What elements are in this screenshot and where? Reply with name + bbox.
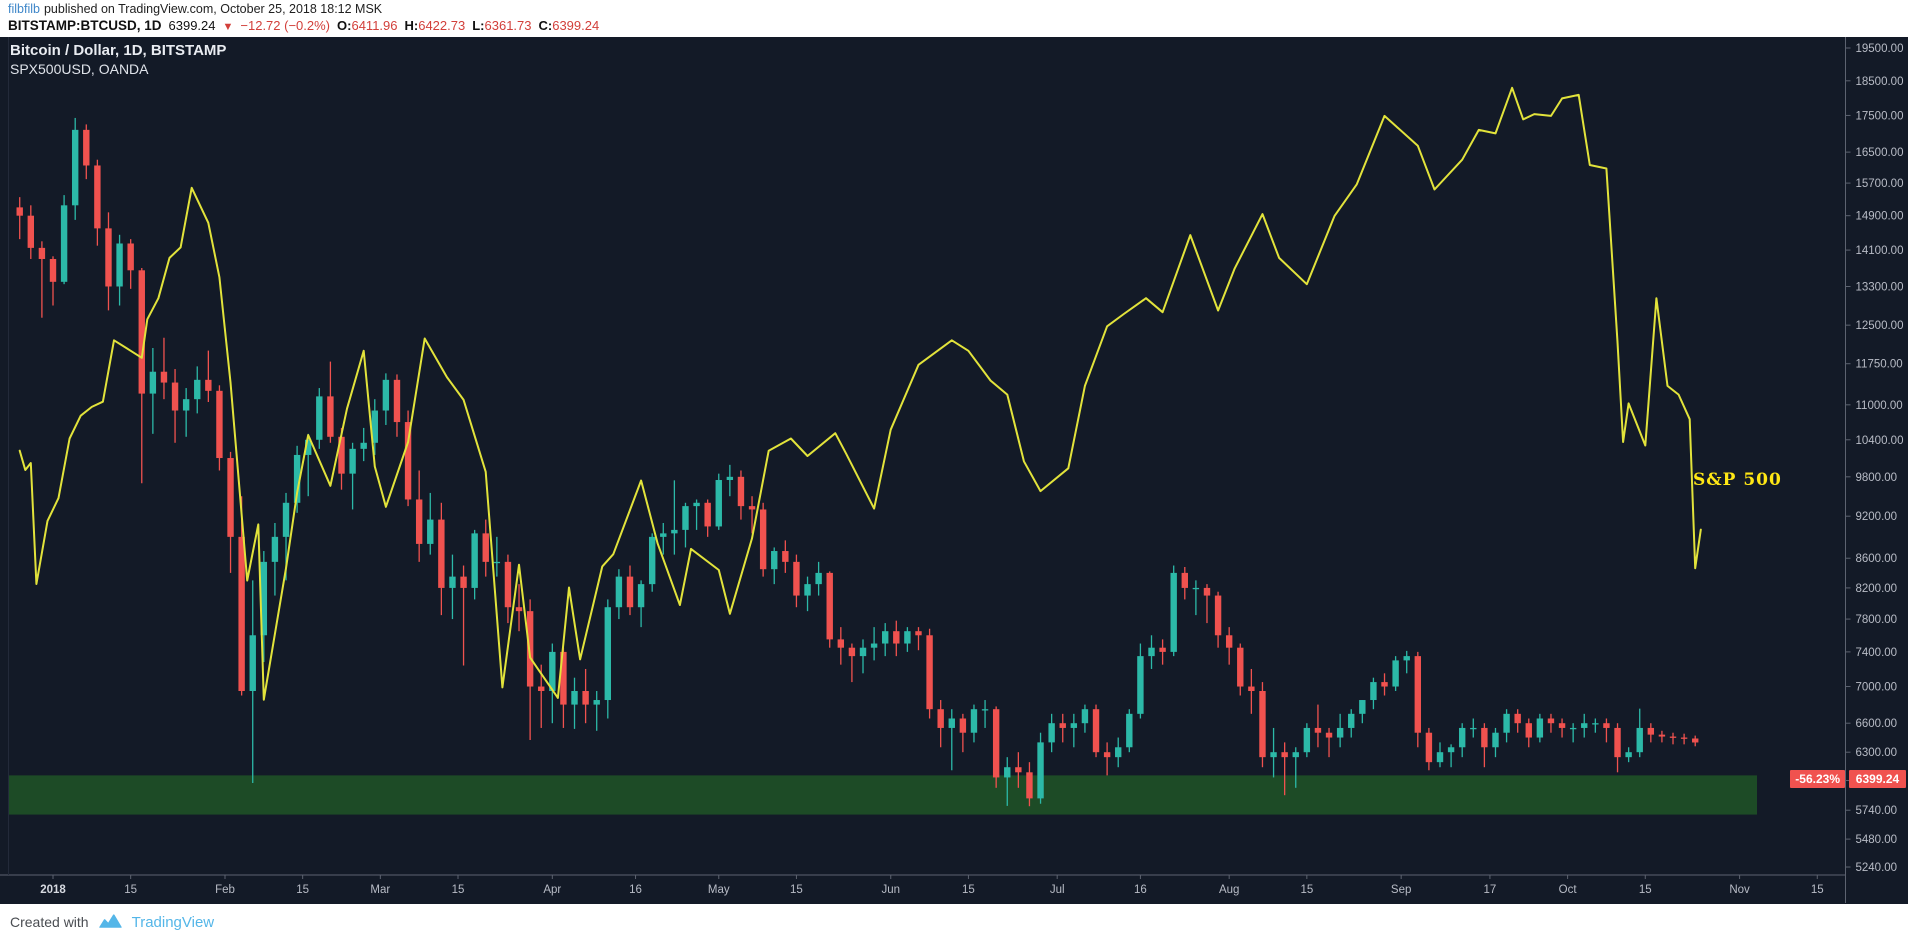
last-price-badge: 6399.24 <box>1849 770 1906 789</box>
svg-text:Apr: Apr <box>543 884 561 896</box>
svg-text:16: 16 <box>629 884 642 896</box>
publish-header: filbfilb published on TradingView.com, Oc… <box>0 0 1908 37</box>
svg-text:14100.00: 14100.00 <box>1856 245 1904 257</box>
svg-text:15: 15 <box>124 884 137 896</box>
svg-text:5480.00: 5480.00 <box>1856 834 1898 846</box>
svg-text:5740.00: 5740.00 <box>1856 805 1898 817</box>
chart-legend: Bitcoin / Dollar, 1D, BITSTAMP SPX500USD… <box>10 41 226 79</box>
svg-text:6600.00: 6600.00 <box>1856 718 1898 730</box>
svg-text:Aug: Aug <box>1219 884 1239 896</box>
svg-text:2018: 2018 <box>40 884 66 896</box>
published-text: published on TradingView.com, October 25… <box>43 2 383 16</box>
svg-text:8600.00: 8600.00 <box>1856 553 1898 565</box>
svg-text:9200.00: 9200.00 <box>1856 511 1898 523</box>
low-value: L:6361.73 <box>472 18 532 33</box>
close-value: C:6399.24 <box>538 18 600 33</box>
high-value: H:6422.73 <box>404 18 466 33</box>
svg-text:11000.00: 11000.00 <box>1856 400 1903 412</box>
svg-text:19500.00: 19500.00 <box>1856 43 1904 55</box>
triangle-down-icon: ▼ <box>222 21 234 33</box>
author-link[interactable]: filbfilb <box>8 2 40 16</box>
tradingview-logo-icon[interactable] <box>98 912 123 932</box>
svg-text:7800.00: 7800.00 <box>1856 614 1898 626</box>
svg-text:May: May <box>708 884 730 896</box>
svg-text:15700.00: 15700.00 <box>1856 178 1904 190</box>
svg-text:5240.00: 5240.00 <box>1856 862 1898 874</box>
svg-text:8200.00: 8200.00 <box>1856 583 1898 595</box>
svg-text:6300.00: 6300.00 <box>1856 747 1898 759</box>
series-title-btc[interactable]: Bitcoin / Dollar, 1D, BITSTAMP <box>10 42 227 59</box>
high-label: H: <box>404 18 419 33</box>
close-label: C: <box>538 18 553 33</box>
svg-text:14900.00: 14900.00 <box>1856 211 1904 223</box>
series-title-sp500[interactable]: SPX500USD, OANDA <box>10 61 149 77</box>
svg-text:Oct: Oct <box>1559 884 1578 896</box>
svg-text:17: 17 <box>1484 884 1497 896</box>
price-change: −12.72 (−0.2%) <box>240 18 331 33</box>
svg-text:7000.00: 7000.00 <box>1856 682 1898 694</box>
svg-text:13300.00: 13300.00 <box>1856 281 1904 293</box>
svg-text:15: 15 <box>296 884 309 896</box>
sp500-annotation: S&P 500 <box>1693 470 1782 490</box>
svg-text:15: 15 <box>1300 884 1313 896</box>
footer: Created with TradingView <box>0 904 1908 940</box>
tradingview-brand-link[interactable]: TradingView <box>131 913 215 931</box>
svg-text:15: 15 <box>790 884 803 896</box>
symbol-ohlc-line: BITSTAMP:BTCUSD, 1D 6399.24 ▼ −12.72 (−0… <box>8 18 599 33</box>
publish-line: filbfilb published on TradingView.com, Oc… <box>8 2 382 16</box>
svg-text:18500.00: 18500.00 <box>1856 76 1904 88</box>
svg-text:15: 15 <box>452 884 465 896</box>
svg-text:Jul: Jul <box>1050 884 1065 896</box>
svg-text:Nov: Nov <box>1729 884 1750 896</box>
svg-text:16500.00: 16500.00 <box>1856 147 1904 159</box>
symbol-name[interactable]: BITSTAMP:BTCUSD, 1D <box>8 18 162 33</box>
svg-text:12500.00: 12500.00 <box>1856 320 1904 332</box>
svg-text:9800.00: 9800.00 <box>1856 472 1898 484</box>
chart-area[interactable]: 19500.00 18500.00 17500.00 16500.00 15700.00… <box>0 37 1908 904</box>
open-label: O: <box>337 18 352 33</box>
price-chart-canvas[interactable]: 19500.00 18500.00 17500.00 16500.00 15700.00… <box>0 37 1908 904</box>
open-value: O:6411.96 <box>337 18 398 33</box>
last-price: 6399.24 <box>168 18 216 33</box>
low-label: L: <box>472 18 485 33</box>
svg-text:17500.00: 17500.00 <box>1856 110 1904 122</box>
svg-text:Jun: Jun <box>881 884 900 896</box>
svg-text:7400.00: 7400.00 <box>1856 647 1898 659</box>
svg-text:11750.00: 11750.00 <box>1856 359 1903 371</box>
percent-change-badge: -56.23% <box>1790 770 1845 789</box>
created-with-text: Created with <box>10 914 89 930</box>
svg-text:15: 15 <box>1639 884 1652 896</box>
svg-text:10400.00: 10400.00 <box>1856 435 1904 447</box>
svg-text:15: 15 <box>962 884 975 896</box>
svg-text:Mar: Mar <box>370 884 390 896</box>
svg-text:Feb: Feb <box>215 884 235 896</box>
svg-text:16: 16 <box>1134 884 1147 896</box>
svg-text:Sep: Sep <box>1391 884 1411 896</box>
svg-text:15: 15 <box>1811 884 1824 896</box>
